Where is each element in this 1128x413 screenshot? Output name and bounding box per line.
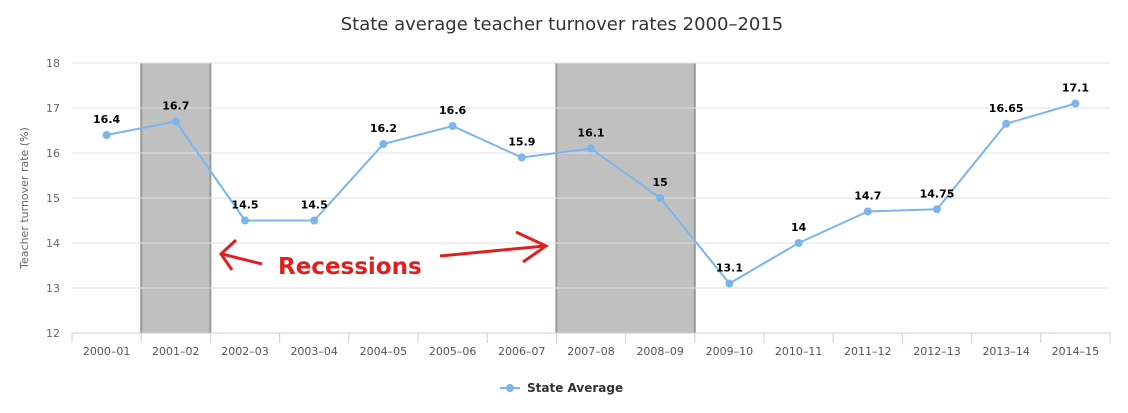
x-tick-label: 2005–06 bbox=[429, 345, 477, 358]
data-point[interactable] bbox=[933, 205, 941, 214]
data-point[interactable] bbox=[863, 207, 872, 216]
y-tick-label: 12 bbox=[46, 327, 60, 340]
data-point[interactable] bbox=[1071, 99, 1080, 108]
annotation-arrow-right bbox=[439, 244, 546, 258]
series-state-average: 16.4 16.7 14.5 14.5 16.2 16.6 15.9 16.1 15 13.1 14… bbox=[93, 82, 1089, 288]
y-axis-ticks: 12 13 14 15 16 17 18 bbox=[46, 57, 60, 340]
y-tick-label: 13 bbox=[46, 282, 60, 295]
annotation-arrowhead-left bbox=[219, 238, 238, 271]
data-point[interactable] bbox=[310, 216, 319, 225]
data-label: 14.75 bbox=[920, 187, 955, 200]
x-tick-label: 2009–10 bbox=[706, 345, 754, 358]
y-axis-label: Teacher turnover rate (%) bbox=[18, 127, 31, 270]
data-point[interactable] bbox=[448, 122, 457, 130]
y-tick-label: 16 bbox=[46, 147, 60, 160]
x-tick-label: 2011–12 bbox=[844, 345, 892, 358]
data-label: 14.7 bbox=[854, 190, 881, 203]
data-point[interactable] bbox=[379, 140, 388, 148]
x-tick-label: 2014–15 bbox=[1052, 345, 1100, 358]
x-tick-label: 2010–11 bbox=[775, 345, 823, 358]
y-tick-label: 15 bbox=[46, 192, 60, 205]
data-label: 17.1 bbox=[1062, 82, 1089, 95]
legend-marker bbox=[506, 384, 514, 392]
x-tick-label: 2002–03 bbox=[221, 345, 269, 358]
data-label: 16.1 bbox=[577, 127, 604, 140]
data-label: 15 bbox=[653, 176, 668, 189]
x-tick-label: 2004–05 bbox=[360, 345, 408, 358]
data-label: 16.4 bbox=[93, 113, 120, 126]
data-point[interactable] bbox=[517, 153, 526, 162]
data-label: 16.7 bbox=[162, 100, 189, 113]
data-label: 14.5 bbox=[231, 199, 258, 212]
x-tick-label: 2012–13 bbox=[913, 345, 961, 358]
data-point[interactable] bbox=[725, 279, 734, 288]
x-tick-label: 2007–08 bbox=[567, 345, 615, 358]
annotation-arrowhead-right bbox=[515, 230, 549, 264]
data-point[interactable] bbox=[794, 239, 803, 247]
data-point[interactable] bbox=[102, 131, 111, 139]
annotation-text: Recessions bbox=[278, 254, 422, 280]
data-label: 14 bbox=[791, 221, 807, 234]
x-tick-label: 2001–02 bbox=[152, 345, 200, 358]
data-label: 14.5 bbox=[301, 199, 328, 212]
data-point[interactable] bbox=[1002, 119, 1011, 128]
legend-item-label[interactable]: State Average bbox=[527, 381, 623, 395]
data-label: 16.6 bbox=[439, 104, 466, 117]
data-point[interactable] bbox=[656, 194, 665, 202]
x-tick-label: 2006–07 bbox=[498, 345, 546, 358]
y-tick-label: 14 bbox=[46, 237, 60, 250]
y-tick-label: 17 bbox=[46, 102, 60, 115]
data-label: 13.1 bbox=[716, 262, 743, 275]
data-label: 15.9 bbox=[508, 136, 535, 149]
data-point[interactable] bbox=[587, 144, 595, 153]
data-point[interactable] bbox=[241, 216, 249, 225]
chart-title: State average teacher turnover rates 200… bbox=[341, 14, 784, 35]
legend[interactable]: State Average bbox=[500, 381, 623, 395]
recessions-annotation: Recessions bbox=[219, 230, 549, 280]
x-tick-label: 2000–01 bbox=[83, 345, 131, 358]
x-tick-label: 2008–09 bbox=[636, 345, 684, 358]
x-tick-label: 2003–04 bbox=[290, 345, 338, 358]
annotation-arrow-left bbox=[221, 252, 263, 266]
data-label: 16.65 bbox=[989, 102, 1024, 115]
data-label: 16.2 bbox=[370, 122, 397, 135]
x-tick-label: 2013–14 bbox=[982, 345, 1030, 358]
x-axis: 2000–01 2001–02 2002–03 2003–04 2004–05 2005–… bbox=[71, 332, 1111, 358]
data-point[interactable] bbox=[171, 117, 180, 126]
y-tick-label: 18 bbox=[46, 57, 60, 70]
